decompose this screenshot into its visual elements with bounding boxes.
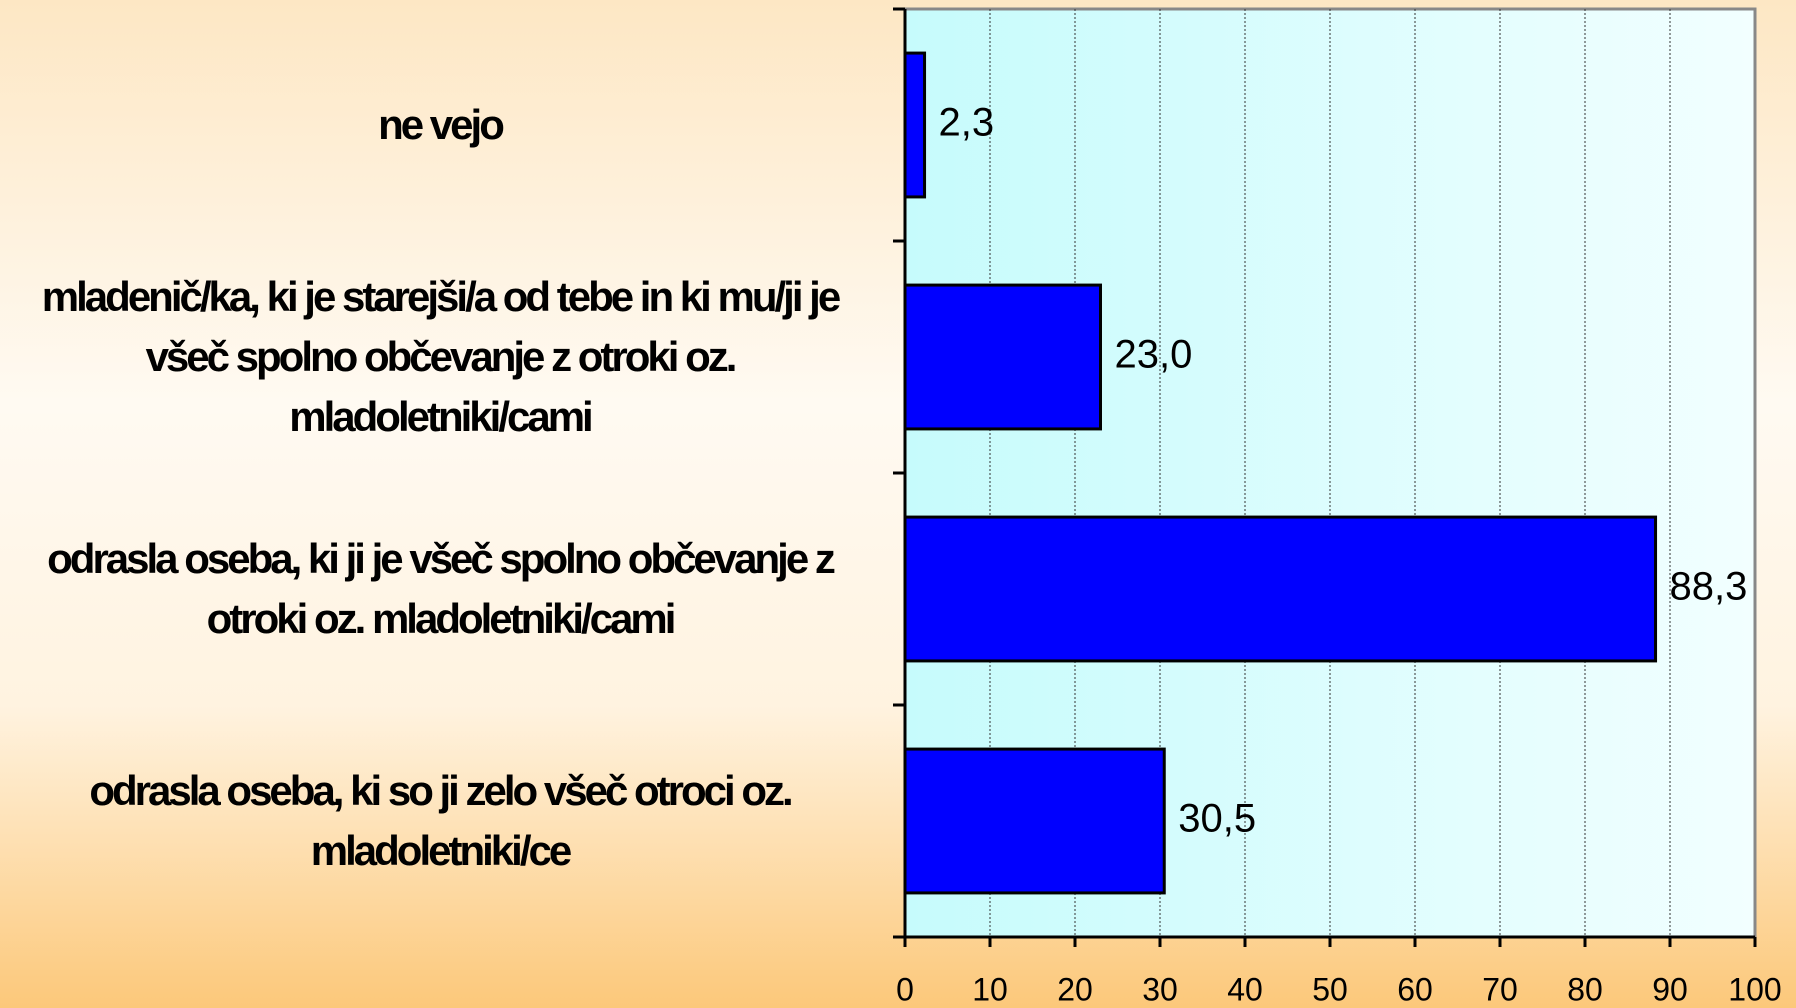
- bar: [903, 747, 1166, 895]
- x-tick-label: 10: [972, 971, 1008, 1007]
- category-label: odrasla oseba, ki ji je všeč spolno obče…: [47, 535, 836, 642]
- x-tick-label: 60: [1397, 971, 1433, 1007]
- x-tick-label: 80: [1567, 971, 1603, 1007]
- x-tick-label: 50: [1312, 971, 1348, 1007]
- category-label: mladenič/ka, ki je starejši/a od tebe in…: [41, 273, 841, 440]
- value-label: 23,0: [1115, 333, 1193, 377]
- value-label: 88,3: [1670, 565, 1748, 609]
- category-label: ne vejo: [378, 101, 505, 148]
- bar: [903, 51, 927, 199]
- x-tick-label: 30: [1142, 971, 1178, 1007]
- x-tick-label: 40: [1227, 971, 1263, 1007]
- x-tick-label: 0: [896, 971, 914, 1007]
- bar: [903, 515, 1658, 663]
- x-tick-label: 70: [1482, 971, 1518, 1007]
- value-label: 30,5: [1178, 797, 1256, 841]
- x-tick-label: 100: [1728, 971, 1781, 1007]
- x-tick-label: 90: [1652, 971, 1688, 1007]
- value-label: 2,3: [939, 101, 995, 145]
- bar: [903, 283, 1102, 431]
- x-tick-label: 20: [1057, 971, 1093, 1007]
- category-label: odrasla oseba, ki so ji zelo všeč otroci…: [89, 767, 793, 874]
